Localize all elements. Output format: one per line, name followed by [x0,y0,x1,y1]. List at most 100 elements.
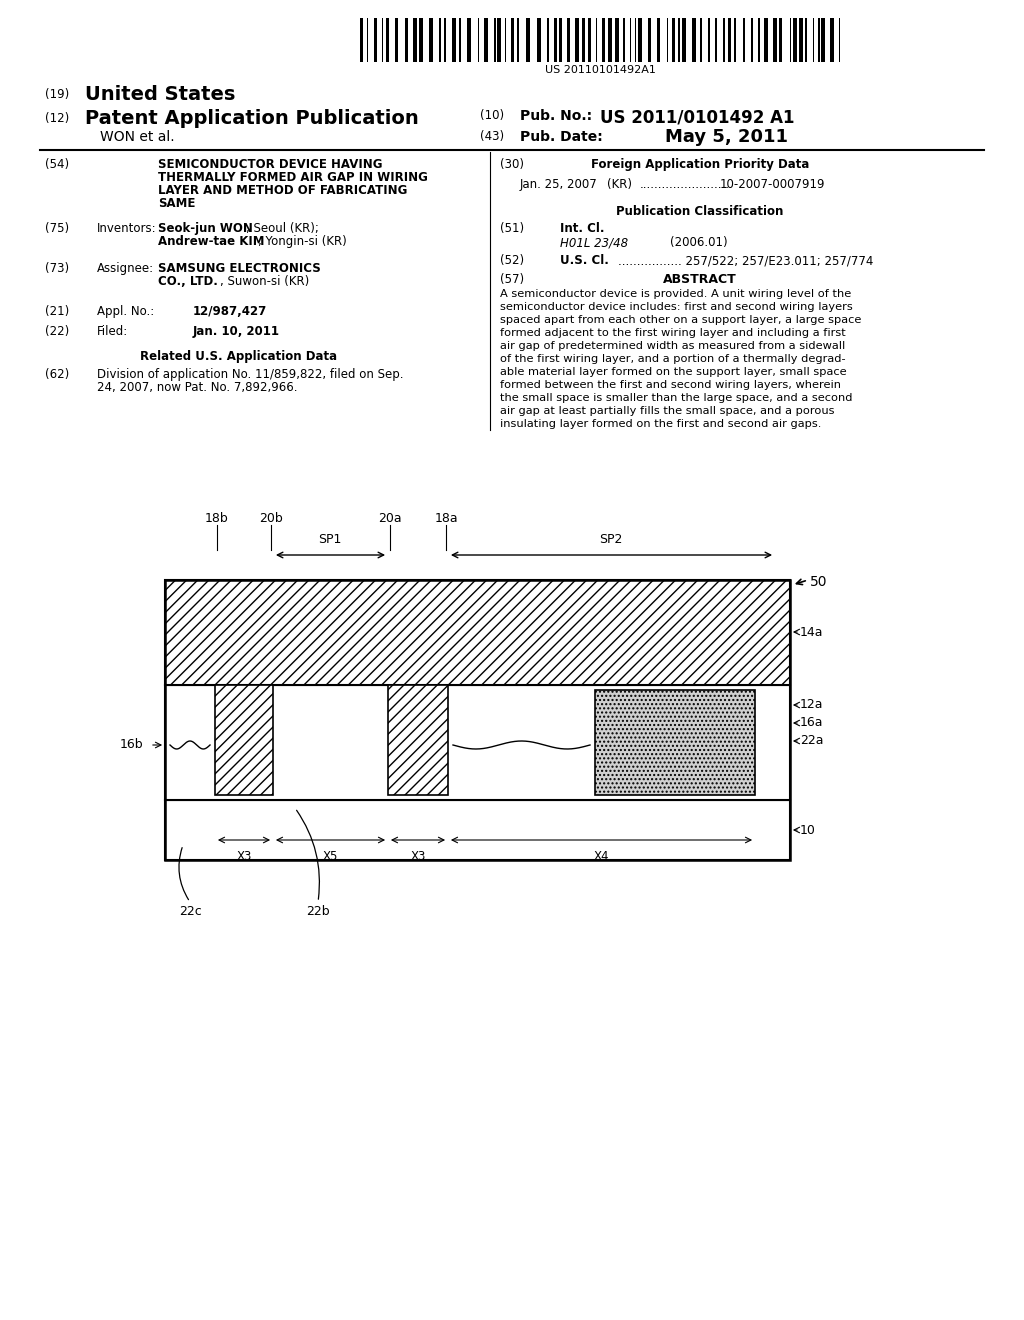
Text: ........................: ........................ [640,178,730,191]
Bar [559,18,562,62]
Text: (73): (73) [45,261,70,275]
Bar [360,18,362,62]
Text: 10: 10 [800,824,816,837]
Text: May 5, 2011: May 5, 2011 [665,128,788,147]
Text: (57): (57) [500,273,524,286]
Bar [715,18,717,62]
Text: Appl. No.:: Appl. No.: [97,305,155,318]
Bar [497,18,501,62]
Text: Inventors:: Inventors: [97,222,157,235]
Text: able material layer formed on the support layer, small space: able material layer formed on the suppor… [500,367,847,378]
Bar [419,18,423,62]
Text: H01L 23/48: H01L 23/48 [560,236,628,249]
Bar [429,18,433,62]
Bar [818,18,820,62]
Bar [758,18,760,62]
Text: X4: X4 [593,850,608,863]
Text: 12a: 12a [800,698,823,711]
Text: air gap of predetermined width as measured from a sidewall: air gap of predetermined width as measur… [500,341,845,351]
Bar [567,18,570,62]
Text: 22b: 22b [306,906,330,917]
Bar [799,18,803,62]
Bar [165,579,790,685]
Text: , Yongin-si (KR): , Yongin-si (KR) [258,235,347,248]
Text: Seok-jun WON: Seok-jun WON [158,222,253,235]
Bar [678,18,680,62]
Bar [395,18,398,62]
Text: ................. 257/522; 257/E23.011; 257/774: ................. 257/522; 257/E23.011; … [618,253,873,267]
Text: A semiconductor device is provided. A unit wiring level of the: A semiconductor device is provided. A un… [500,289,851,300]
Bar [682,18,686,62]
Text: (30): (30) [500,158,524,172]
Text: Foreign Application Priority Data: Foreign Application Priority Data [591,158,809,172]
Text: Filed:: Filed: [97,325,128,338]
Bar [517,18,519,62]
Text: (2006.01): (2006.01) [670,236,728,249]
Bar [215,685,273,795]
Bar [602,18,605,62]
Text: 12/987,427: 12/987,427 [193,305,267,318]
Text: 22a: 22a [800,734,823,747]
Text: THERMALLY FORMED AIR GAP IN WIRING: THERMALLY FORMED AIR GAP IN WIRING [158,172,428,183]
Bar [821,18,825,62]
Bar [793,18,797,62]
Text: (43): (43) [480,129,504,143]
Bar [554,18,557,62]
Text: SP1: SP1 [318,533,342,546]
Text: Pub. Date:: Pub. Date: [520,129,603,144]
Bar [805,18,807,62]
Text: Jan. 10, 2011: Jan. 10, 2011 [193,325,280,338]
Text: (12): (12) [45,112,70,125]
Bar [728,18,731,62]
Bar [165,800,790,861]
Text: air gap at least partially fills the small space, and a porous: air gap at least partially fills the sma… [500,407,835,416]
Bar [165,685,790,800]
Bar [672,18,675,62]
Text: Publication Classification: Publication Classification [616,205,783,218]
Text: insulating layer formed on the first and second air gaps.: insulating layer formed on the first and… [500,418,821,429]
Text: 14a: 14a [800,626,823,639]
Text: United States: United States [85,84,236,104]
Text: 16a: 16a [800,717,823,730]
Text: U.S. Cl.: U.S. Cl. [560,253,609,267]
Text: (62): (62) [45,368,70,381]
Bar [648,18,651,62]
Bar [764,18,768,62]
Text: formed between the first and second wiring layers, wherein: formed between the first and second wiri… [500,380,841,389]
Bar [734,18,736,62]
Bar [830,18,834,62]
Bar [708,18,710,62]
Text: SAMSUNG ELECTRONICS: SAMSUNG ELECTRONICS [158,261,321,275]
Text: (19): (19) [45,88,70,102]
Text: (75): (75) [45,222,70,235]
Bar [165,579,790,861]
Text: 20a: 20a [378,512,401,525]
Text: the small space is smaller than the large space, and a second: the small space is smaller than the larg… [500,393,853,403]
Bar [511,18,514,62]
Bar [743,18,745,62]
Text: (51): (51) [500,222,524,235]
Text: (10): (10) [480,110,504,121]
Text: (54): (54) [45,158,70,172]
Bar [692,18,696,62]
Bar [595,690,755,795]
Text: semiconductor device includes: first and second wiring layers: semiconductor device includes: first and… [500,302,853,312]
Text: 18a: 18a [434,512,458,525]
Bar [773,18,777,62]
Text: of the first wiring layer, and a portion of a thermally degrad-: of the first wiring layer, and a portion… [500,354,846,364]
Bar [575,18,579,62]
Text: (22): (22) [45,325,70,338]
Bar [657,18,660,62]
Bar [439,18,441,62]
Text: LAYER AND METHOD OF FABRICATING: LAYER AND METHOD OF FABRICATING [158,183,408,197]
Bar [406,18,408,62]
Bar [608,18,612,62]
Text: 24, 2007, now Pat. No. 7,892,966.: 24, 2007, now Pat. No. 7,892,966. [97,381,298,393]
Bar [723,18,725,62]
Text: 10-2007-0007919: 10-2007-0007919 [720,178,825,191]
Text: CO., LTD.: CO., LTD. [158,275,218,288]
Text: (KR): (KR) [607,178,632,191]
Text: SAME: SAME [158,197,196,210]
Bar [588,18,591,62]
Bar [526,18,530,62]
